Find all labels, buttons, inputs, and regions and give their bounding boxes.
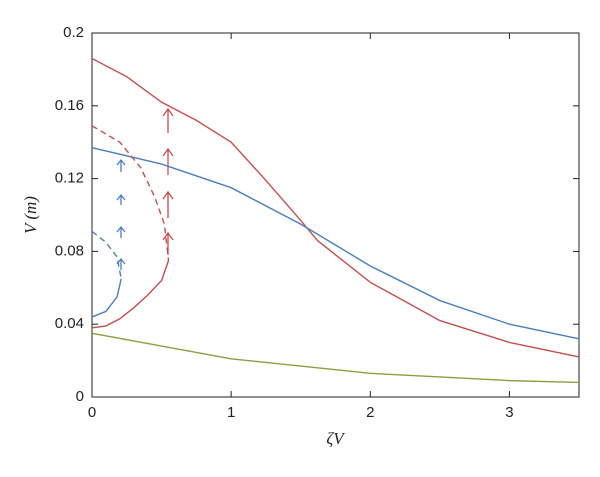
arrow xyxy=(116,225,126,238)
y-tick-label: 0.12 xyxy=(55,170,84,187)
line xyxy=(91,146,580,340)
x-tick-label: 2 xyxy=(366,404,374,421)
blue-arrows xyxy=(116,158,126,270)
y-tick-label: 0.08 xyxy=(55,242,84,259)
x-axis-label: ζV xyxy=(326,429,346,448)
x-tick-label: 1 xyxy=(227,404,235,421)
line xyxy=(91,230,122,279)
line xyxy=(91,278,122,318)
y-tick-label: 0.2 xyxy=(63,24,84,41)
arrow xyxy=(116,158,126,172)
x-tick-label: 3 xyxy=(505,404,513,421)
line xyxy=(91,332,580,384)
line xyxy=(91,57,580,358)
arrow xyxy=(116,193,126,205)
plot-frame xyxy=(91,32,580,398)
arrow xyxy=(162,107,174,133)
arrow xyxy=(162,147,174,175)
line xyxy=(91,260,170,329)
y-tick-label: 0.16 xyxy=(55,97,84,114)
y-tick-label: 0.04 xyxy=(55,315,84,332)
y-tick-label: 0 xyxy=(76,388,84,405)
x-tick-label: 0 xyxy=(88,404,96,421)
line xyxy=(91,125,170,261)
red-arrows xyxy=(162,107,174,255)
arrow xyxy=(162,190,174,218)
y-axis-label: V (m) xyxy=(21,196,40,234)
